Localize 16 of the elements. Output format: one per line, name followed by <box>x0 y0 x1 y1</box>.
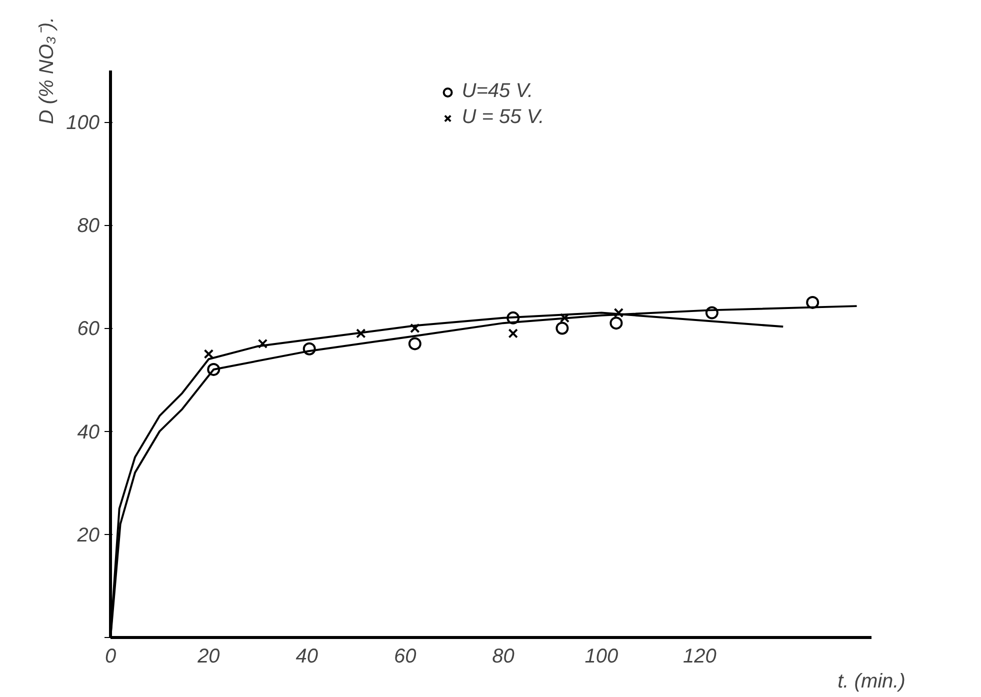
x-axis-title: t. (min.) <box>838 670 906 692</box>
legend-label: U=45 V. <box>462 80 534 103</box>
y-tick-label: 40 <box>77 421 100 444</box>
legend-label: U = 55 V. <box>462 106 544 129</box>
x-tick-label: 20 <box>196 646 220 668</box>
y-tick-label: 80 <box>77 215 100 238</box>
x-tick-label: 80 <box>492 646 514 668</box>
y-axis-title: D (% NO₃⁻). <box>36 16 58 124</box>
x-tick-label: 120 <box>682 646 716 668</box>
x-tick-label: 60 <box>394 646 416 668</box>
y-tick-label: 20 <box>76 524 100 546</box>
y-tick-label: 60 <box>77 318 100 340</box>
x-tick-label: 100 <box>584 646 618 668</box>
x-tick-label: 0 <box>104 646 116 668</box>
y-tick-label: 100 <box>66 112 100 134</box>
x-tick-label: 40 <box>296 646 318 668</box>
